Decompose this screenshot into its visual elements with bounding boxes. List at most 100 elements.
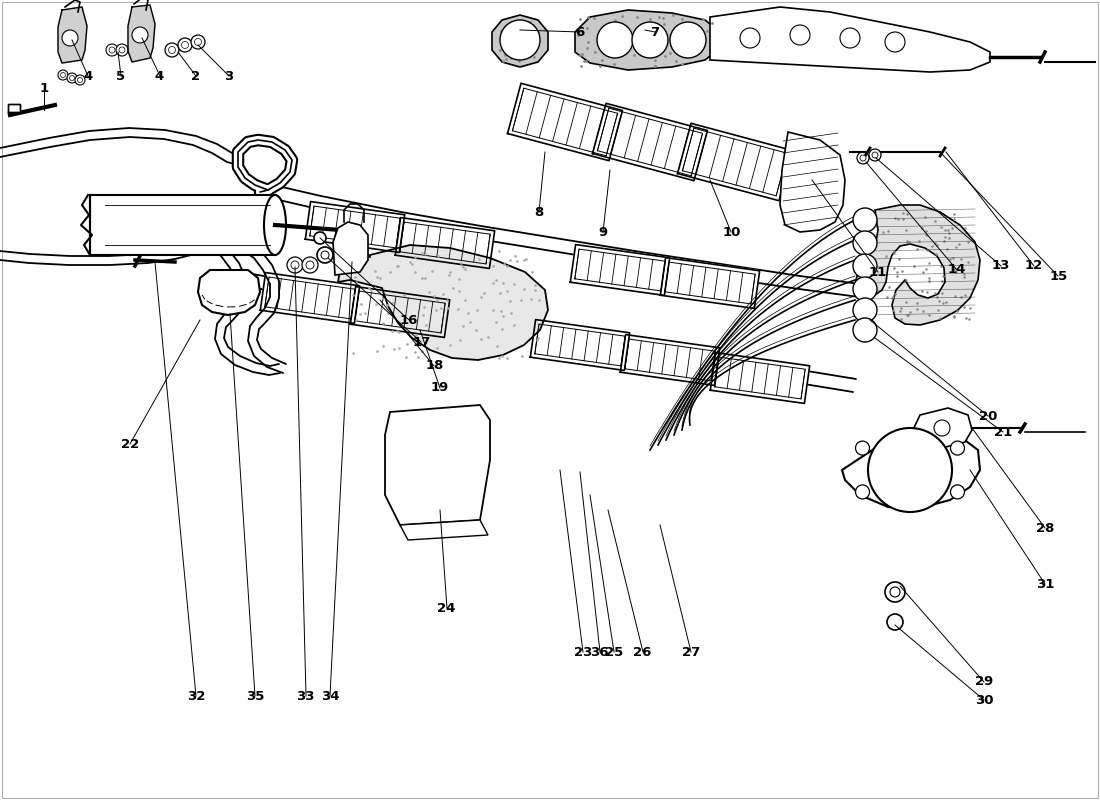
- Polygon shape: [350, 286, 450, 338]
- Circle shape: [852, 208, 877, 232]
- Circle shape: [950, 485, 965, 499]
- Polygon shape: [128, 5, 155, 62]
- Circle shape: [852, 277, 877, 301]
- Circle shape: [886, 582, 905, 602]
- Circle shape: [890, 587, 900, 597]
- Polygon shape: [198, 270, 260, 315]
- Text: 33: 33: [297, 690, 315, 702]
- Circle shape: [302, 257, 318, 273]
- Text: 34: 34: [321, 690, 339, 702]
- Text: 6: 6: [575, 26, 584, 38]
- Text: 16: 16: [400, 314, 418, 326]
- Polygon shape: [261, 273, 360, 323]
- Circle shape: [852, 254, 877, 278]
- Circle shape: [132, 27, 148, 43]
- Text: 35: 35: [246, 690, 264, 702]
- Text: 17: 17: [412, 336, 430, 349]
- Text: 15: 15: [1049, 270, 1067, 282]
- Text: 36: 36: [591, 646, 608, 658]
- Circle shape: [182, 42, 188, 49]
- Circle shape: [119, 47, 125, 53]
- Polygon shape: [507, 83, 623, 161]
- Text: 4: 4: [155, 70, 164, 82]
- Text: 13: 13: [992, 259, 1010, 272]
- Circle shape: [950, 441, 965, 455]
- Circle shape: [165, 43, 179, 57]
- Polygon shape: [58, 7, 87, 63]
- Polygon shape: [856, 205, 980, 325]
- Circle shape: [934, 420, 950, 436]
- Circle shape: [856, 441, 869, 455]
- Circle shape: [195, 38, 201, 46]
- Text: 26: 26: [634, 646, 651, 658]
- Polygon shape: [338, 245, 548, 360]
- Circle shape: [106, 44, 118, 56]
- Text: 31: 31: [1036, 578, 1054, 590]
- Circle shape: [191, 35, 205, 49]
- Circle shape: [168, 46, 176, 54]
- Circle shape: [317, 247, 333, 263]
- Circle shape: [860, 155, 866, 161]
- Circle shape: [632, 22, 668, 58]
- Text: 1: 1: [40, 82, 48, 94]
- Polygon shape: [492, 15, 548, 67]
- Text: 29: 29: [976, 675, 993, 688]
- Text: 2: 2: [191, 70, 200, 82]
- Circle shape: [58, 70, 68, 80]
- Polygon shape: [575, 10, 721, 70]
- Text: 11: 11: [869, 266, 887, 278]
- Circle shape: [887, 614, 903, 630]
- Polygon shape: [842, 432, 980, 508]
- Polygon shape: [710, 7, 990, 72]
- Circle shape: [869, 149, 881, 161]
- Text: 25: 25: [605, 646, 623, 658]
- Circle shape: [292, 261, 299, 269]
- Circle shape: [740, 28, 760, 48]
- Text: 5: 5: [117, 70, 125, 82]
- Polygon shape: [385, 405, 490, 525]
- Text: 22: 22: [121, 438, 139, 450]
- Circle shape: [597, 22, 632, 58]
- Text: 24: 24: [438, 602, 455, 614]
- Circle shape: [886, 32, 905, 52]
- Text: 14: 14: [948, 263, 966, 276]
- Text: 23: 23: [574, 646, 592, 658]
- Text: 12: 12: [1025, 259, 1043, 272]
- Text: 10: 10: [723, 226, 740, 238]
- Text: 27: 27: [682, 646, 700, 658]
- Text: 18: 18: [426, 359, 443, 372]
- Circle shape: [60, 73, 66, 78]
- Text: 28: 28: [1036, 522, 1054, 534]
- Bar: [90, 195, 275, 255]
- Polygon shape: [780, 132, 845, 232]
- Text: 9: 9: [598, 226, 607, 238]
- Polygon shape: [593, 103, 707, 181]
- Circle shape: [670, 22, 706, 58]
- Polygon shape: [395, 218, 495, 269]
- Text: 7: 7: [650, 26, 659, 38]
- Circle shape: [75, 75, 85, 85]
- Circle shape: [840, 28, 860, 48]
- Text: 32: 32: [187, 690, 205, 702]
- Polygon shape: [333, 222, 369, 275]
- Polygon shape: [660, 258, 760, 309]
- Bar: [8, 104, 20, 112]
- Circle shape: [306, 261, 313, 269]
- Circle shape: [67, 73, 77, 83]
- Text: 8: 8: [535, 206, 543, 218]
- Circle shape: [287, 257, 303, 273]
- Circle shape: [77, 78, 82, 82]
- Text: 20: 20: [979, 410, 997, 422]
- Polygon shape: [711, 353, 810, 403]
- Polygon shape: [570, 245, 670, 295]
- Circle shape: [62, 30, 78, 46]
- Circle shape: [178, 38, 192, 52]
- Text: 21: 21: [994, 426, 1012, 438]
- Circle shape: [857, 152, 869, 164]
- Text: 3: 3: [224, 70, 233, 82]
- Circle shape: [852, 231, 877, 255]
- Circle shape: [856, 485, 869, 499]
- Text: 4: 4: [84, 70, 92, 82]
- Circle shape: [852, 298, 877, 322]
- Circle shape: [872, 152, 878, 158]
